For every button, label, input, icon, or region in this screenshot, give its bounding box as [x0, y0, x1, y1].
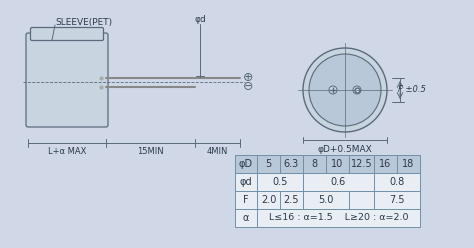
Text: φd: φd: [240, 177, 252, 187]
Bar: [235, 191, 257, 209]
Text: L≤16 : α=1.5    L≥20 : α=2.0: L≤16 : α=1.5 L≥20 : α=2.0: [269, 214, 408, 222]
Bar: [257, 209, 420, 227]
Text: ⊖: ⊖: [243, 80, 253, 93]
Text: φD+0.5MAX: φD+0.5MAX: [318, 145, 373, 154]
Bar: [280, 191, 303, 209]
Bar: [257, 173, 303, 191]
Bar: [257, 191, 280, 209]
Text: 15MIN: 15MIN: [137, 147, 164, 155]
Bar: [280, 155, 303, 173]
Text: 16: 16: [379, 159, 392, 169]
Text: 6.3: 6.3: [284, 159, 299, 169]
Bar: [235, 173, 257, 191]
Bar: [257, 155, 280, 173]
Circle shape: [309, 54, 381, 126]
Circle shape: [329, 86, 337, 94]
Bar: [235, 209, 257, 227]
Text: 10: 10: [331, 159, 344, 169]
Text: 0.8: 0.8: [389, 177, 405, 187]
Bar: [235, 155, 257, 173]
Bar: [349, 191, 374, 209]
Bar: [326, 155, 349, 173]
FancyBboxPatch shape: [30, 28, 103, 40]
Text: 4MIN: 4MIN: [207, 147, 228, 155]
Bar: [303, 173, 374, 191]
Text: 18: 18: [402, 159, 415, 169]
Text: 8: 8: [311, 159, 318, 169]
Bar: [374, 155, 397, 173]
Bar: [349, 155, 374, 173]
Text: L+α MAX: L+α MAX: [48, 147, 86, 155]
Bar: [374, 191, 420, 209]
Bar: [303, 155, 326, 173]
Circle shape: [353, 86, 361, 94]
Text: α: α: [243, 213, 249, 223]
Text: 2.5: 2.5: [284, 195, 299, 205]
Text: 5.0: 5.0: [319, 195, 334, 205]
Text: 5: 5: [265, 159, 272, 169]
FancyBboxPatch shape: [26, 33, 108, 127]
Circle shape: [303, 48, 387, 132]
Text: φd: φd: [194, 15, 206, 25]
Text: 0.6: 0.6: [331, 177, 346, 187]
Text: 0.5: 0.5: [272, 177, 288, 187]
Text: F ±0.5: F ±0.5: [398, 86, 426, 94]
Bar: [374, 173, 420, 191]
Text: 12.5: 12.5: [351, 159, 372, 169]
Text: ⊕: ⊕: [243, 71, 253, 84]
Text: F: F: [243, 195, 249, 205]
Text: φD: φD: [239, 159, 253, 169]
Text: SLEEVE(PET): SLEEVE(PET): [55, 18, 112, 27]
Text: 7.5: 7.5: [389, 195, 405, 205]
Bar: [397, 155, 420, 173]
Bar: [303, 191, 349, 209]
Text: 2.0: 2.0: [261, 195, 276, 205]
